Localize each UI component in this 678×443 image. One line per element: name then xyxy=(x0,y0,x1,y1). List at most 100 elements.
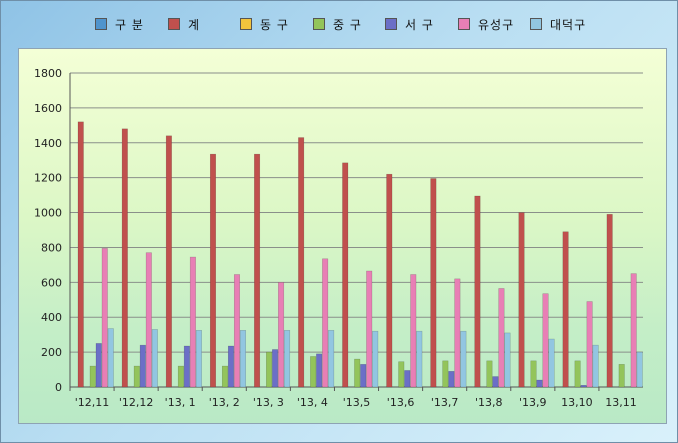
x-tick-label: 13,10 xyxy=(561,396,593,409)
x-tick-label: '13, 1 xyxy=(165,396,196,409)
y-tick-label: 1200 xyxy=(34,172,62,185)
bar xyxy=(354,358,361,388)
bar xyxy=(189,256,196,388)
bar xyxy=(133,365,140,388)
bar xyxy=(89,365,96,388)
bar xyxy=(542,293,549,388)
bar xyxy=(372,330,379,388)
bar xyxy=(77,121,84,388)
y-tick-label: 1800 xyxy=(34,67,62,80)
legend-swatch-daedeokgu xyxy=(530,18,542,30)
bar xyxy=(239,330,246,388)
bar xyxy=(530,360,537,388)
bar xyxy=(316,353,323,388)
bar xyxy=(404,370,411,388)
y-tick-label: 1400 xyxy=(34,137,62,150)
bar xyxy=(165,135,172,388)
bar xyxy=(177,365,184,388)
x-tick-label: '13, 3 xyxy=(253,396,284,409)
legend-swatch-donggu xyxy=(240,18,252,30)
bar xyxy=(398,361,405,388)
bar xyxy=(442,360,449,388)
bar xyxy=(101,248,108,388)
bar xyxy=(209,153,216,388)
y-tick-label: 0 xyxy=(55,381,62,394)
x-tick-label: '12,12 xyxy=(119,396,154,409)
bar xyxy=(536,379,543,388)
x-tick-label: '13,7 xyxy=(431,396,459,409)
legend: 구 분 계 동 구 중 구 서 구 유성구 대덕구 xyxy=(0,10,678,40)
bar xyxy=(548,338,555,388)
bar xyxy=(272,349,279,388)
bar xyxy=(498,288,505,388)
bar xyxy=(618,364,625,388)
x-tick-label: '13,9 xyxy=(519,396,547,409)
bar xyxy=(586,301,593,388)
legend-label-yuseonggu: 유성구 xyxy=(478,18,515,32)
bar xyxy=(298,137,305,388)
legend-swatch-seogu xyxy=(385,18,397,30)
bar xyxy=(95,343,102,388)
bar xyxy=(366,270,373,388)
x-tick-label: '13, 2 xyxy=(209,396,240,409)
y-tick-label: 200 xyxy=(41,346,62,359)
bar xyxy=(492,376,499,388)
bar xyxy=(139,344,146,388)
bar xyxy=(328,330,335,388)
y-tick-label: 800 xyxy=(41,241,62,254)
bar xyxy=(183,345,190,388)
legend-label-daedeokgu: 대덕구 xyxy=(550,18,587,32)
bar xyxy=(121,128,128,388)
bar xyxy=(454,278,461,388)
bar xyxy=(254,153,261,388)
bar xyxy=(504,332,511,388)
bar xyxy=(195,330,202,388)
bar xyxy=(448,371,455,388)
bar xyxy=(227,345,234,388)
x-tick-label: '13, 4 xyxy=(297,396,328,409)
bar xyxy=(410,274,417,388)
bar xyxy=(630,273,637,388)
bar xyxy=(145,252,152,388)
bar xyxy=(284,330,291,388)
bar xyxy=(107,328,114,388)
legend-label-total: 계 xyxy=(188,18,201,32)
bar xyxy=(221,365,228,388)
legend-swatch-category xyxy=(95,18,107,30)
bar xyxy=(416,330,423,388)
legend-swatch-yuseonggu xyxy=(458,18,470,30)
bar xyxy=(310,356,317,388)
bar xyxy=(360,364,367,388)
bar xyxy=(460,330,467,388)
bar xyxy=(266,351,273,388)
bar xyxy=(386,173,393,388)
y-tick-label: 400 xyxy=(41,311,62,324)
bar xyxy=(322,258,329,388)
y-tick-label: 600 xyxy=(41,276,62,289)
x-tick-label: '13,8 xyxy=(475,396,503,409)
x-tick-label: 13,11 xyxy=(605,396,637,409)
y-tick-label: 1000 xyxy=(34,207,62,220)
legend-swatch-junggu xyxy=(313,18,325,30)
bar xyxy=(562,231,569,388)
bar xyxy=(233,274,240,388)
legend-label-donggu: 동 구 xyxy=(260,18,289,32)
bar xyxy=(474,195,481,388)
legend-swatch-total xyxy=(168,18,180,30)
bar xyxy=(430,178,437,388)
x-tick-label: '13,5 xyxy=(343,396,371,409)
bar xyxy=(574,360,581,388)
legend-label-junggu: 중 구 xyxy=(333,18,362,32)
legend-label-category: 구 분 xyxy=(115,18,144,32)
bar xyxy=(486,360,493,388)
bar xyxy=(342,162,349,388)
bar xyxy=(151,329,158,388)
legend-label-seogu: 서 구 xyxy=(405,18,434,32)
bar xyxy=(606,214,613,388)
x-tick-label: '13,6 xyxy=(387,396,415,409)
bar xyxy=(278,282,285,388)
bar xyxy=(636,351,643,388)
bar xyxy=(518,212,525,388)
bar xyxy=(580,385,587,388)
